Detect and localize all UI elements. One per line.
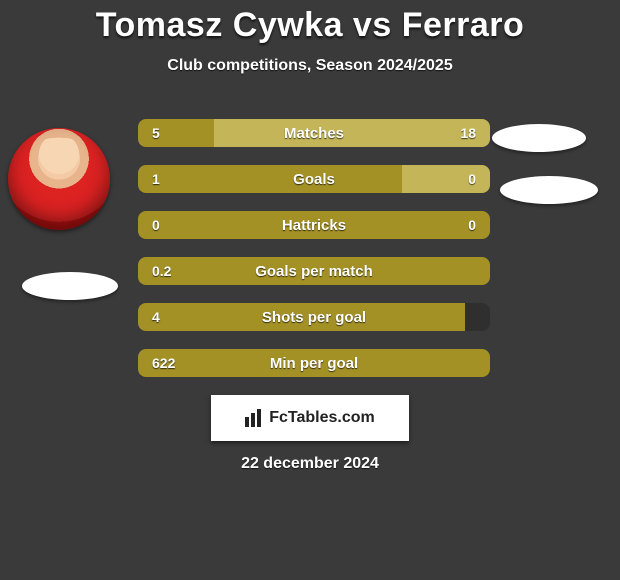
stat-label: Matches <box>138 119 490 147</box>
stat-label: Goals per match <box>138 257 490 285</box>
comparison-chart: 518Matches 10Goals 00Hattricks 0.2Goals per… <box>0 119 620 377</box>
stat-row: 10Goals <box>138 165 490 193</box>
stat-label: Goals <box>138 165 490 193</box>
stat-label: Hattricks <box>138 211 490 239</box>
page-title: Tomasz Cywka vs Ferraro <box>0 0 620 45</box>
brand-icon <box>245 409 263 427</box>
stat-row: 518Matches <box>138 119 490 147</box>
stat-row: 0.2Goals per match <box>138 257 490 285</box>
stat-label: Min per goal <box>138 349 490 377</box>
footer-date: 22 december 2024 <box>0 455 620 473</box>
page-subtitle: Club competitions, Season 2024/2025 <box>0 57 620 75</box>
brand-badge: FcTables.com <box>211 395 409 441</box>
stat-row: 4Shots per goal <box>138 303 490 331</box>
stat-row: 622Min per goal <box>138 349 490 377</box>
stat-row: 00Hattricks <box>138 211 490 239</box>
stat-label: Shots per goal <box>138 303 490 331</box>
brand-text: FcTables.com <box>269 409 375 427</box>
